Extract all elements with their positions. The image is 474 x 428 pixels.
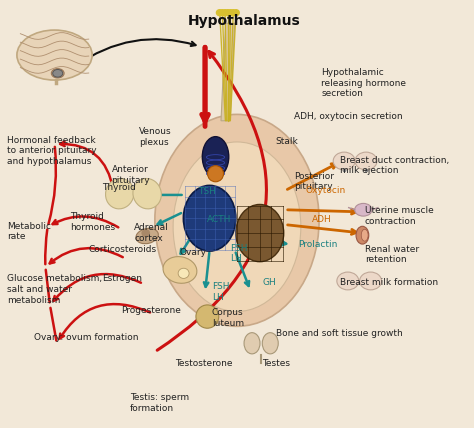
Text: GH: GH <box>262 279 276 288</box>
Ellipse shape <box>208 166 224 182</box>
Circle shape <box>225 10 231 16</box>
Text: Breast duct contraction,
milk ejection: Breast duct contraction, milk ejection <box>339 155 449 175</box>
Ellipse shape <box>163 257 197 283</box>
Text: Thyroid
hormones: Thyroid hormones <box>71 212 116 232</box>
Text: Metabolic
rate: Metabolic rate <box>7 222 51 241</box>
Circle shape <box>178 268 189 279</box>
Ellipse shape <box>53 69 63 77</box>
Text: Anterior
pituitary: Anterior pituitary <box>111 165 150 185</box>
Ellipse shape <box>183 185 236 251</box>
Ellipse shape <box>337 272 359 290</box>
Ellipse shape <box>361 229 368 241</box>
Ellipse shape <box>133 178 161 209</box>
Ellipse shape <box>173 142 301 312</box>
Text: Bone and soft tissue growth: Bone and soft tissue growth <box>276 329 402 338</box>
Circle shape <box>217 10 223 16</box>
Text: FSH
LH: FSH LH <box>230 244 247 263</box>
Ellipse shape <box>360 272 382 290</box>
Ellipse shape <box>196 305 219 328</box>
Text: Hypothalamus: Hypothalamus <box>187 14 300 28</box>
Text: Breast milk formation: Breast milk formation <box>339 278 438 287</box>
Text: Oxytocin: Oxytocin <box>305 186 346 195</box>
Ellipse shape <box>17 30 92 80</box>
Text: Glucose metabolism,
salt and water
metabolism: Glucose metabolism, salt and water metab… <box>7 274 102 305</box>
Text: Ovary: Ovary <box>180 249 207 258</box>
Ellipse shape <box>355 152 377 170</box>
Text: ADH: ADH <box>312 214 332 223</box>
Circle shape <box>230 10 237 16</box>
Text: Estrogen: Estrogen <box>102 274 142 283</box>
Text: Hypothalamic
releasing hormone
secretion: Hypothalamic releasing hormone secretion <box>321 68 406 98</box>
Text: Thyroid: Thyroid <box>102 183 137 192</box>
Text: Testosterone: Testosterone <box>175 359 233 368</box>
Ellipse shape <box>236 205 284 262</box>
Circle shape <box>228 10 234 16</box>
Text: Venous
plexus: Venous plexus <box>139 127 172 147</box>
Polygon shape <box>221 23 235 121</box>
Circle shape <box>142 230 149 236</box>
Ellipse shape <box>355 203 372 216</box>
Text: Uterine muscle
contraction: Uterine muscle contraction <box>365 206 433 226</box>
Text: Prolactin: Prolactin <box>299 240 338 249</box>
Text: Testes: Testes <box>262 359 290 368</box>
Text: Testis: sperm
formation: Testis: sperm formation <box>130 393 189 413</box>
Text: Adrenal
cortex: Adrenal cortex <box>134 223 169 243</box>
Circle shape <box>222 10 228 16</box>
Text: Progesterone: Progesterone <box>121 306 181 315</box>
Ellipse shape <box>202 137 229 177</box>
Text: ACTH: ACTH <box>207 214 232 223</box>
Ellipse shape <box>356 226 369 244</box>
Text: Ovary: ovum formation: Ovary: ovum formation <box>34 333 138 342</box>
Text: Corticosteroids: Corticosteroids <box>89 245 157 254</box>
Text: TSH: TSH <box>198 187 216 196</box>
Ellipse shape <box>136 229 158 244</box>
Text: Corpus
luteum: Corpus luteum <box>212 308 244 328</box>
Text: Stalk: Stalk <box>276 137 299 146</box>
Text: FSH
LH: FSH LH <box>212 282 229 302</box>
Ellipse shape <box>262 333 278 354</box>
Ellipse shape <box>155 114 319 326</box>
Ellipse shape <box>106 178 134 209</box>
Circle shape <box>233 10 239 16</box>
Ellipse shape <box>244 333 260 354</box>
Ellipse shape <box>333 152 355 170</box>
Text: ADH, oxytocin secretion: ADH, oxytocin secretion <box>294 112 402 121</box>
Ellipse shape <box>51 68 64 78</box>
Text: Hormonal feedback
to anterior pituitary
and hypothalamus: Hormonal feedback to anterior pituitary … <box>7 136 96 166</box>
Text: Posterior
pituitary: Posterior pituitary <box>294 172 334 191</box>
Circle shape <box>219 10 226 16</box>
Text: Renal water
retention: Renal water retention <box>365 244 419 264</box>
